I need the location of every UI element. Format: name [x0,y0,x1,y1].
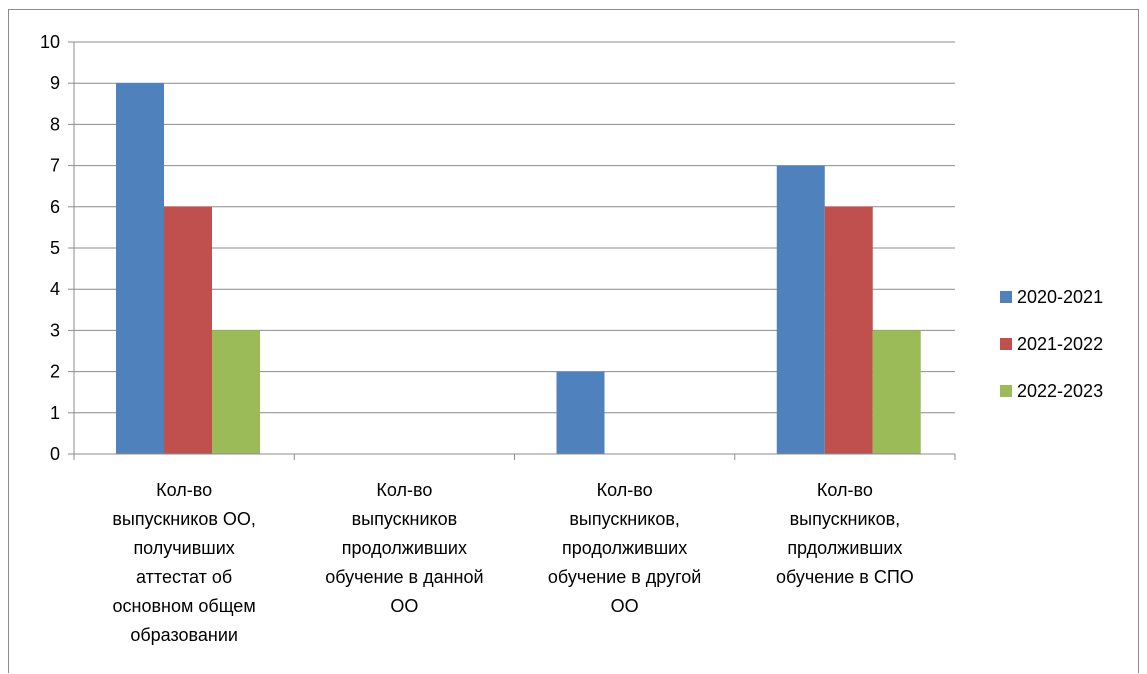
category-label-line: Кол-во [817,480,873,500]
legend-label: 2022-2023 [1017,381,1103,401]
category-label-line: аттестат об [136,567,232,587]
y-tick-label: 0 [50,444,60,464]
y-tick-label: 4 [50,279,60,299]
y-tick-label: 3 [50,320,60,340]
bar-2021-2022-1 [164,206,212,454]
legend: 2020-2021 2021-2022 2022-2023 [1000,287,1103,401]
category-label-line: Кол-во [156,480,212,500]
y-tick-label: 1 [50,403,60,423]
bar-2022-2023-4 [872,330,921,454]
legend-swatch [1000,385,1012,397]
category-label-line: выпускников, [569,509,680,529]
y-tick-label: 6 [50,197,60,217]
axes [73,42,956,460]
legend-label: 2020-2021 [1017,287,1103,307]
category-label-line: продолживших [342,538,467,558]
category-label-line: Кол-во [376,480,432,500]
category-label-line: выпускников ОО, [112,509,256,529]
category-label-line: Кол-во [597,480,653,500]
bars [116,83,921,454]
y-tick-label: 5 [50,238,60,258]
category-label-line: получивших [133,538,234,558]
category-label-line: продолживших [562,538,687,558]
bar-2021-2022-4 [824,206,873,454]
bar-2020-2021-1 [116,83,164,454]
legend-swatch [1000,291,1012,303]
x-axis-category-labels: Кол-во выпускников ОО, получивших аттестат … [112,480,913,645]
chart-frame [8,9,1139,673]
bar-2020-2021-3 [556,371,605,454]
category-label-line: обучение в данной [325,567,483,587]
y-tick-label: 2 [50,362,60,382]
y-tick-label: 8 [50,114,60,134]
y-tick-label: 10 [40,32,60,52]
category-label-line: прдолживших [787,538,902,558]
y-tick-label: 9 [50,73,60,93]
y-tick-label: 7 [50,156,60,176]
y-axis-tick-labels: 0 1 2 3 4 5 6 7 8 9 10 [40,32,60,464]
category-label-line: обучение в СПО [776,567,914,587]
category-label-line: образовании [130,625,238,645]
category-label-line: выпускников, [790,509,901,529]
category-label-line: ОО [611,596,639,616]
category-label-line: ОО [390,596,418,616]
category-label-line: основном общем [113,596,256,616]
legend-swatch [1000,338,1012,350]
bar-2020-2021-4 [776,165,825,454]
category-label-line: выпускников [352,509,458,529]
legend-label: 2021-2022 [1017,334,1103,354]
category-label-line: обучение в другой [548,567,701,587]
bar-2022-2023-1 [212,330,260,454]
